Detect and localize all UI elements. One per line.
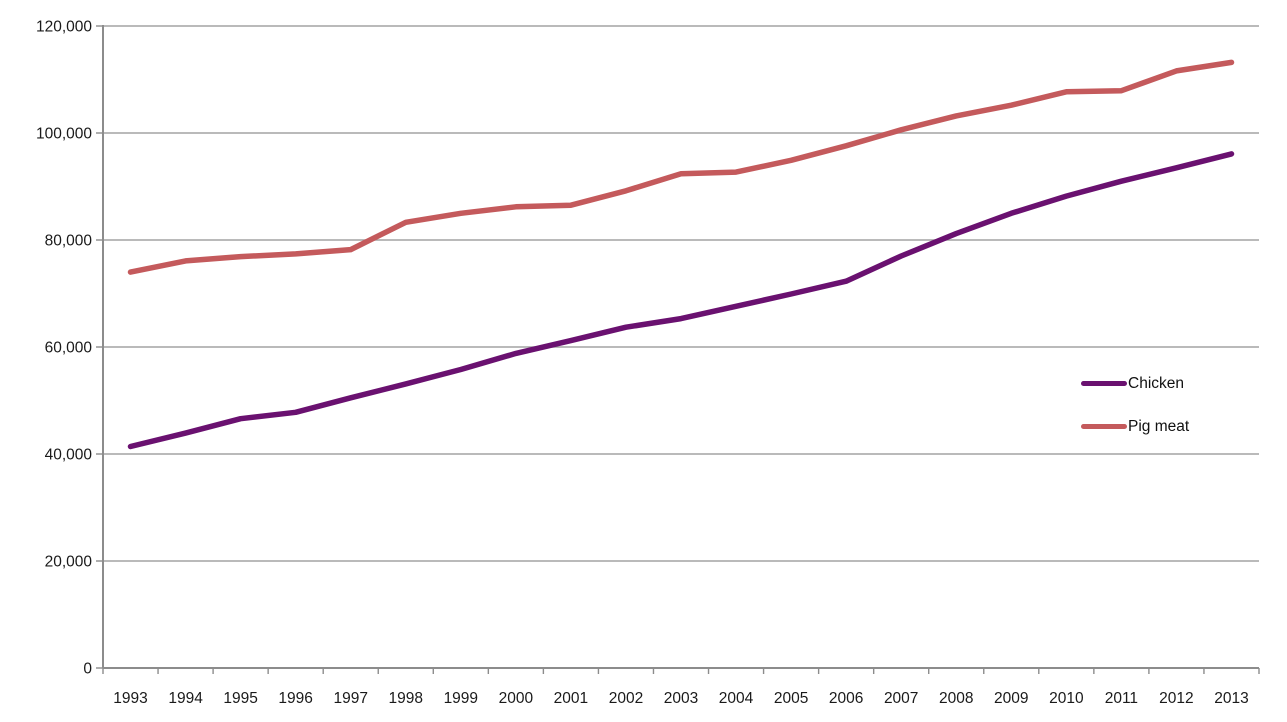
legend-item-pig-meat: Pig meat [1081,415,1189,438]
y-tick-label: 80,000 [45,233,93,250]
x-tick-label: 2007 [884,690,918,707]
x-tick-label: 1997 [333,690,367,707]
x-tick-label: 2011 [1105,690,1138,707]
y-tick-label: 0 [83,661,92,678]
y-tick-label: 100,000 [36,126,92,143]
x-tick-label: 2006 [829,690,863,707]
legend: Chicken Pig meat [1081,372,1189,438]
x-tick-label: 2009 [994,690,1028,707]
y-tick-label: 120,000 [36,19,92,36]
x-tick-label: 2002 [609,690,643,707]
y-tick-label: 60,000 [45,340,93,357]
x-tick-label: 1993 [113,690,147,707]
x-tick-label: 1999 [444,690,478,707]
x-tick-label: 1998 [389,690,423,707]
pig-meat-line-swatch [1081,424,1127,429]
x-tick-label: 2001 [554,690,588,707]
legend-label-pig-meat: Pig meat [1128,417,1190,435]
y-tick-label: 20,000 [45,554,93,571]
x-tick-label: 1995 [223,690,257,707]
x-tick-label: 2012 [1159,690,1193,707]
legend-label-chicken: Chicken [1128,374,1184,392]
chicken-series-line [127,151,1235,450]
legend-item-chicken: Chicken [1081,372,1189,395]
x-tick-label: 1994 [168,690,203,707]
chicken-line-swatch [1081,381,1127,386]
x-tick-label: 1996 [278,690,312,707]
y-tick-label: 40,000 [45,447,93,464]
x-tick-label: 2004 [719,690,754,707]
x-tick-label: 2005 [774,690,808,707]
x-tick-label: 2000 [499,690,534,707]
x-tick-label: 2010 [1049,690,1084,707]
x-tick-label: 2003 [664,690,698,707]
x-tick-label: 2008 [939,690,973,707]
x-tick-label: 2013 [1214,690,1248,707]
pig-meat-series-line [127,59,1235,275]
